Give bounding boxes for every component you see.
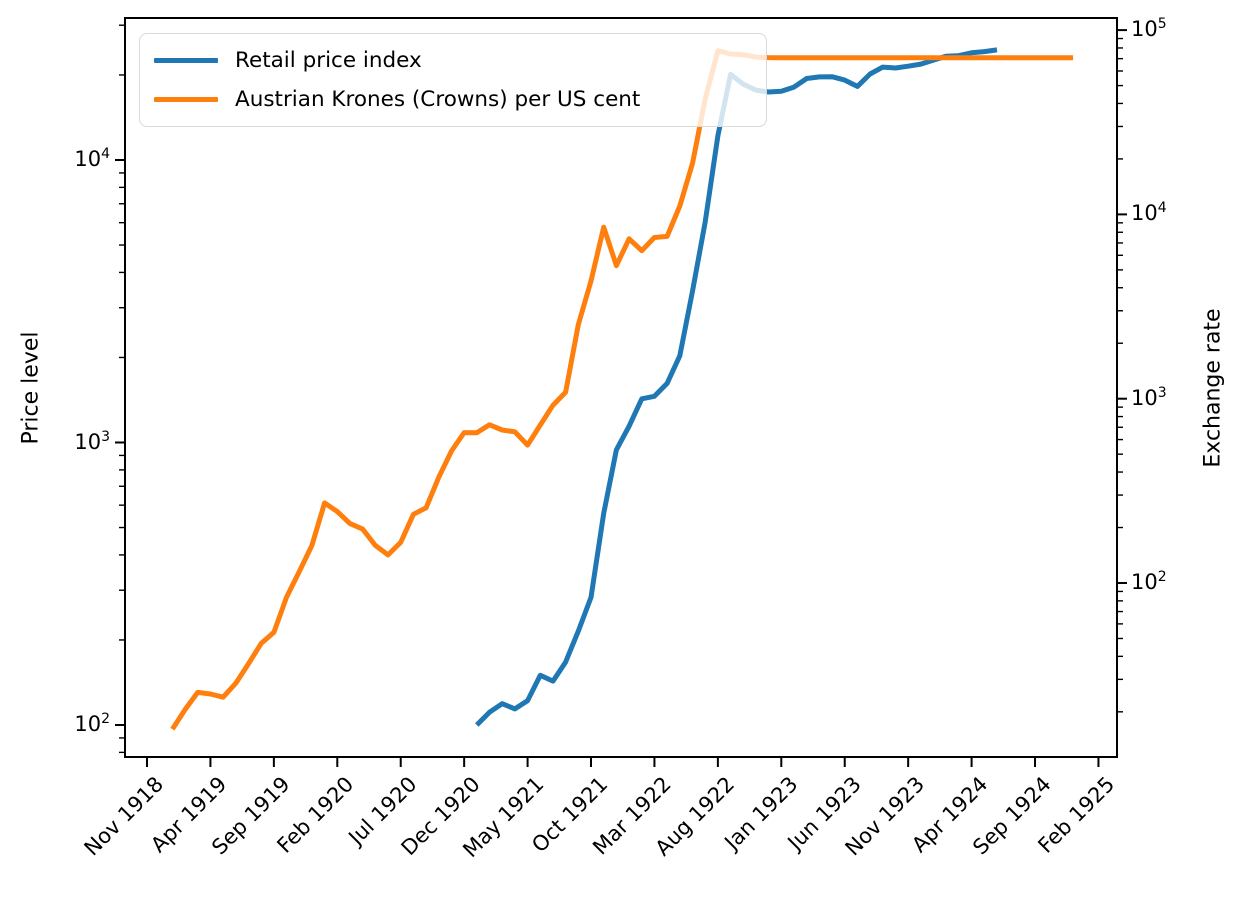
y-left-tick-label: 104 xyxy=(74,146,110,171)
y-right-tick-label: 103 xyxy=(1131,384,1167,410)
retail-price-index-line xyxy=(475,47,998,727)
legend-entry: Retail price index xyxy=(154,49,766,73)
legend-entry: Austrian Krones (Crowns) per US cent xyxy=(154,86,766,112)
plot-frame xyxy=(124,17,1118,758)
legend-swatch-blue xyxy=(154,58,218,64)
y-left-tick-label: 102 xyxy=(74,711,110,736)
y-right-tick-label: 102 xyxy=(1131,569,1167,594)
exchange-rate-line xyxy=(170,48,1074,731)
legend: Retail price index Austrian Krones (Crow… xyxy=(139,33,767,127)
y-right-tick-label: 104 xyxy=(1131,200,1167,226)
left-axis-title: Price level xyxy=(18,331,44,445)
legend-swatch-orange xyxy=(154,96,218,102)
legend-label: Retail price index xyxy=(235,47,422,73)
y-right-tick-label: 105 xyxy=(1131,16,1167,42)
legend-label: Austrian Krones (Crowns) per US cent xyxy=(235,86,641,112)
right-axis-title: Exchange rate xyxy=(1200,308,1226,468)
y-left-tick-label: 103 xyxy=(74,428,110,454)
